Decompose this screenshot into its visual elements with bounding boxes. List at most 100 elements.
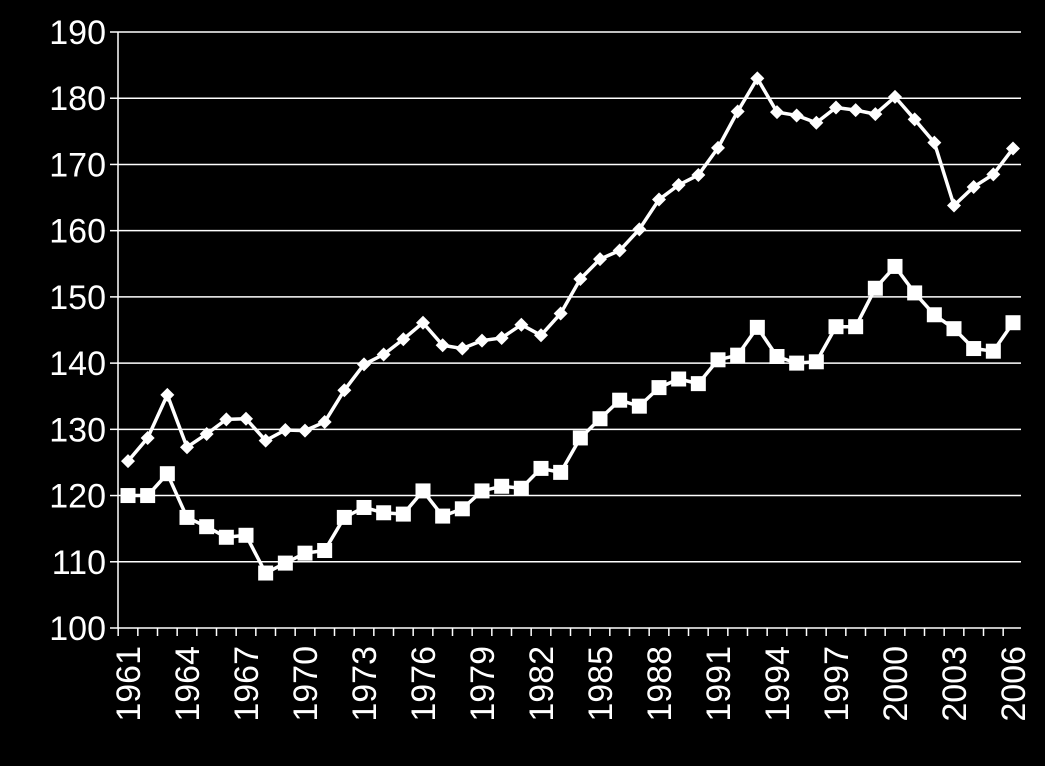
x-tick-label: 1994 [759,646,797,722]
square-marker [494,478,510,494]
square-marker [985,343,1001,359]
square-marker [1005,315,1021,331]
diamond-marker [199,426,214,441]
diamond-marker [298,423,312,438]
x-tick-label: 1973 [346,646,384,722]
x-tick-label: 1997 [818,646,856,722]
diamond-marker [770,105,784,120]
x-tick-label: 1979 [464,646,502,722]
square-marker [848,319,864,335]
diamond-marker [730,104,745,119]
x-tick-label: 1991 [700,646,738,722]
diamond-marker [357,357,371,372]
diamond-marker [337,383,352,398]
diamond-marker [475,333,489,348]
diamond-marker [652,192,666,207]
diamond-marker [416,315,430,330]
square-marker [179,509,195,525]
x-tick-label: 1976 [405,646,443,722]
square-marker [769,348,785,364]
x-tick-label: 1982 [523,646,561,722]
square-marker [376,505,392,521]
x-tick-label: 1988 [641,646,679,722]
square-marker [808,354,824,370]
diamond-marker [711,140,725,155]
y-tick-label: 130 [49,411,106,449]
square-marker [435,508,451,524]
diamond-marker [455,341,470,356]
square-marker [553,464,569,480]
diamond-marker [180,440,194,455]
diamond-marker [219,412,234,427]
diamond-marker [888,89,902,104]
diamond-marker [789,108,804,123]
gridlines [118,31,1021,563]
diamond-marker [986,167,1001,182]
diamond-marker [593,252,607,267]
series-line-square [128,264,1015,575]
square-marker [572,430,588,446]
x-tick-label: 2003 [936,646,974,722]
square-marker [946,321,962,337]
y-tick-label: 150 [49,279,106,317]
diamond-marker [632,222,647,237]
x-tick-label: 1985 [582,646,620,722]
square-marker [199,519,215,535]
diamond-marker [239,411,253,426]
diamond-marker [1006,141,1020,156]
y-axis-labels: 100 110 120 130 140 150 160 170 180 190 [49,14,106,648]
y-tick-label: 190 [49,14,106,52]
square-marker [651,380,667,396]
square-marker [120,488,136,504]
x-axis-labels: 1961 1964 1967 1970 1973 1976 1979 1982 1985 1988… [110,646,1033,722]
diamond-marker [947,198,961,213]
square-marker [317,543,333,559]
y-tick-label: 110 [52,544,106,582]
square-marker [415,483,431,499]
square-marker [533,460,549,476]
diamond-marker [160,387,175,402]
square-marker [336,509,352,525]
square-marker [730,347,746,363]
x-tick-label: 1967 [228,646,266,722]
x-tick-label: 1961 [110,646,148,722]
square-marker [474,483,490,499]
square-marker [907,285,923,301]
square-marker [887,258,903,274]
diamond-marker [691,168,706,183]
x-tick-label: 2006 [995,646,1033,722]
diamond-marker [278,422,293,437]
square-marker [710,352,726,368]
square-marker [454,501,470,517]
diamond-marker [553,306,568,321]
square-marker [297,545,313,561]
y-tick-label: 140 [49,345,106,383]
square-marker [277,555,293,571]
diamond-marker [966,179,981,194]
square-marker [258,565,274,581]
square-marker [749,319,765,335]
diamond-marker [258,433,273,448]
square-marker [513,480,529,496]
square-marker [690,376,706,392]
square-marker [356,499,372,515]
square-marker [828,319,844,335]
y-tick-label: 120 [49,478,106,516]
square-marker [140,488,156,504]
diamond-marker [750,71,765,86]
x-tick-label: 2000 [877,646,915,722]
square-marker [789,355,805,371]
y-tick-label: 160 [49,213,106,251]
diamond-marker [494,330,509,345]
square-marker [671,371,687,387]
square-marker [218,529,234,545]
diamond-marker [396,332,411,347]
diamond-marker [435,338,450,353]
diamond-marker [376,347,391,362]
series-group [120,71,1021,581]
diamond-marker [612,243,627,258]
diamond-marker [848,103,863,118]
diamond-marker [907,112,922,127]
diamond-marker [868,107,883,122]
